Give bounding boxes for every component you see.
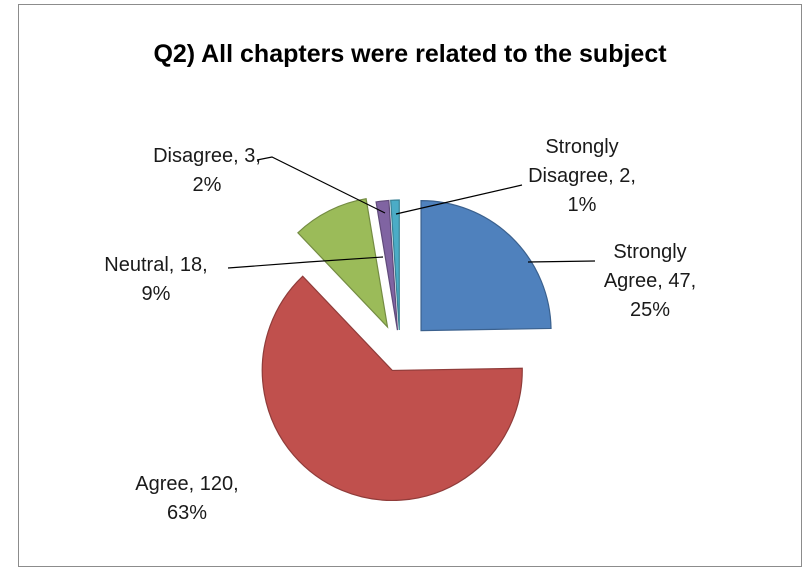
leader-line-strongly-disagree [395,184,523,215]
chart-title: Q2) All chapters were related to the sub… [153,40,667,68]
pie-slice-disagree[interactable] [375,199,399,331]
pie-slice-agree[interactable] [261,275,523,502]
pie-slice-strongly-agree[interactable] [420,200,552,332]
data-label-strongly-agree: Strongly Agree, 47, 25% [604,241,696,321]
pie-slice-neutral[interactable] [297,198,389,329]
data-label-neutral: Neutral, 18, 9% [104,254,207,305]
leader-line-neutral [227,256,384,269]
data-label-disagree: Disagree, 3, 2% [153,145,261,196]
pie-slice-strongly-disagree[interactable] [390,199,400,331]
leader-line-strongly-agree [527,260,596,263]
data-label-agree: Agree, 120, 63% [135,473,238,524]
leader-line-disagree [256,156,386,214]
data-label-strongly-disagree: Strongly Disagree, 2, 1% [528,136,636,216]
